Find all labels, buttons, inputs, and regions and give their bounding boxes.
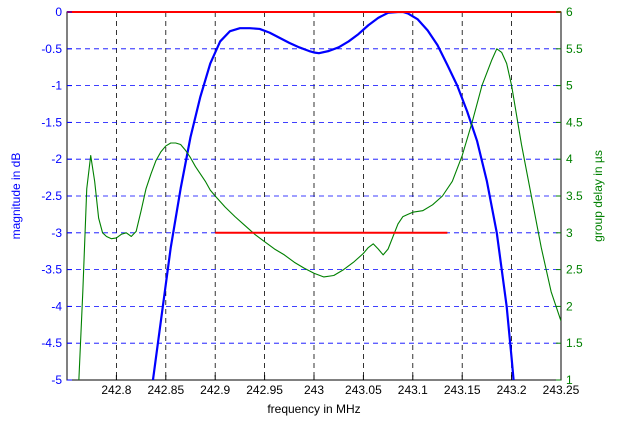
x-tick-label: 242.85: [147, 383, 184, 397]
y-right-tick-label: 4: [566, 152, 573, 166]
y-left-tick-label: -5: [51, 373, 62, 387]
y-left-tick-label: -0.5: [41, 42, 62, 56]
x-tick-label: 242.8: [101, 383, 131, 397]
x-tick-label: 243.05: [345, 383, 382, 397]
y-right-tick-label: 1.5: [566, 336, 583, 350]
y-right-tick-label: 4.5: [566, 115, 583, 129]
y-right-tick-label: 6: [566, 5, 573, 19]
ticks-group: 242.8 242.85 242.9 242.95 243 243.05 243.1 243.…: [41, 5, 583, 397]
y-right-tick-label: 5: [566, 79, 573, 93]
y-right-tick-label: 3: [566, 226, 573, 240]
y-axis-left-label: magnitude in dB: [9, 153, 23, 240]
series-group: [67, 11, 561, 381]
y-left-tick-label: 0: [55, 5, 62, 19]
y-right-tick-label: 2.5: [566, 263, 583, 277]
x-tick-label: 243: [304, 383, 324, 397]
y-left-tick-label: -3: [51, 226, 62, 240]
x-tick-label: 242.9: [200, 383, 230, 397]
magnitude-line: [151, 11, 515, 381]
y-right-tick-label: 1: [566, 373, 573, 387]
y-left-tick-label: -2: [51, 152, 62, 166]
y-left-tick-label: -2.5: [41, 189, 62, 203]
y-right-tick-label: 3.5: [566, 189, 583, 203]
y-left-tick-label: -1: [51, 79, 62, 93]
x-tick-label: 242.95: [246, 383, 283, 397]
x-tick-label: 243.15: [444, 383, 481, 397]
x-tick-label: 243.2: [497, 383, 527, 397]
y-left-tick-label: -4.5: [41, 336, 62, 350]
y-axis-right-label: group delay in µs: [591, 150, 605, 242]
x-tick-label: 243.25: [543, 383, 580, 397]
x-axis-label: frequency in MHz: [267, 402, 360, 416]
y-right-tick-label: 5.5: [566, 42, 583, 56]
y-left-tick-label: -1.5: [41, 115, 62, 129]
x-tick-label: 243.1: [398, 383, 428, 397]
y-left-tick-label: -3.5: [41, 263, 62, 277]
group-delay-line: [78, 48, 561, 381]
y-left-tick-label: -4: [51, 299, 62, 313]
y-right-tick-label: 2: [566, 299, 573, 313]
